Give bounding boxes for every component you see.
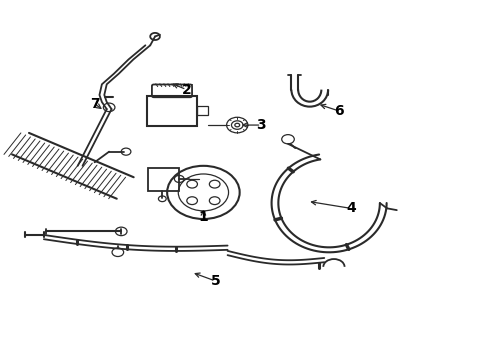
Bar <box>146 96 197 126</box>
Text: 3: 3 <box>256 118 265 132</box>
Text: 5: 5 <box>210 274 220 288</box>
Text: 6: 6 <box>333 104 343 118</box>
Text: 4: 4 <box>346 201 355 215</box>
Text: 2: 2 <box>181 82 191 96</box>
Text: 1: 1 <box>198 210 208 224</box>
Bar <box>197 106 207 115</box>
Text: 7: 7 <box>90 97 99 111</box>
